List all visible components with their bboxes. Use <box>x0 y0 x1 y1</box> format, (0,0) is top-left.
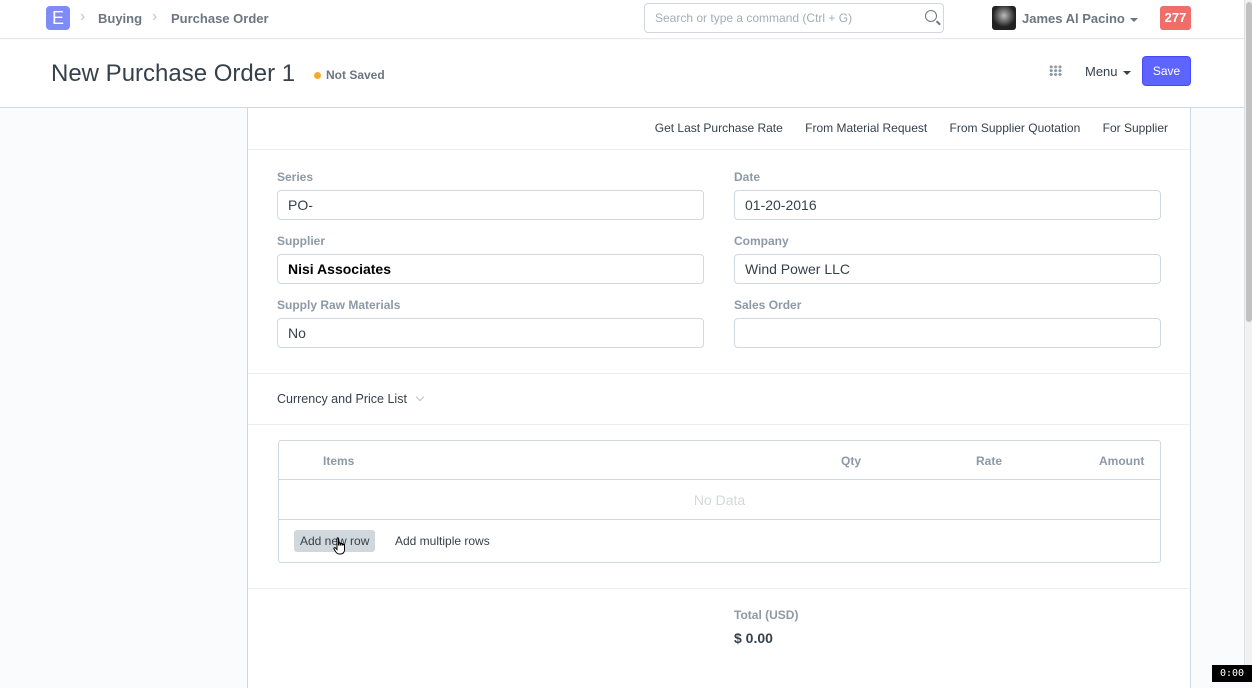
divider <box>248 373 1190 374</box>
caret-down-icon <box>1129 17 1138 22</box>
breadcrumb-purchase-order[interactable]: Purchase Order <box>171 11 269 26</box>
scrollbar-thumb[interactable] <box>1246 2 1252 322</box>
form-card: Get Last Purchase Rate From Material Req… <box>247 108 1191 688</box>
add-multiple-rows-button[interactable]: Add multiple rows <box>395 534 490 548</box>
sales-order-field[interactable] <box>734 318 1161 348</box>
chevron-down-icon <box>415 392 425 402</box>
scrollbar[interactable] <box>1244 0 1252 682</box>
column-items: Items <box>323 454 355 468</box>
column-amount: Amount <box>1099 454 1145 468</box>
menu-label: Menu <box>1085 64 1118 79</box>
menu-dropdown[interactable]: Menu <box>1085 64 1131 79</box>
supply-raw-materials-label: Supply Raw Materials <box>277 298 401 312</box>
series-field[interactable]: PO- <box>277 190 704 220</box>
save-button[interactable]: Save <box>1142 56 1191 86</box>
get-last-purchase-rate-button[interactable]: Get Last Purchase Rate <box>654 121 783 135</box>
search-input[interactable]: Search or type a command (Ctrl + G) <box>644 3 944 33</box>
company-label: Company <box>734 234 789 248</box>
search-placeholder: Search or type a command (Ctrl + G) <box>655 11 853 25</box>
supply-raw-materials-select[interactable]: No <box>277 318 704 348</box>
navbar: E › Buying › Purchase Order Search or ty… <box>0 0 1244 39</box>
sales-order-label: Sales Order <box>734 298 802 312</box>
add-new-row-button[interactable]: Add new row <box>294 530 376 552</box>
breadcrumb-buying[interactable]: Buying <box>98 11 143 26</box>
page-header: New Purchase Order 1 Not Saved Menu Save <box>0 40 1244 108</box>
app-logo[interactable]: E <box>46 6 70 30</box>
hand-cursor-icon <box>333 537 345 555</box>
divider <box>248 588 1190 589</box>
status-text: Not Saved <box>326 68 385 82</box>
currency-section-label: Currency and Price List <box>277 392 407 406</box>
caret-down-icon <box>1122 70 1131 75</box>
items-table: Items Qty Rate Amount No Data Add new ro… <box>278 440 1161 563</box>
chevron-right-icon: › <box>80 8 86 25</box>
column-qty: Qty <box>841 454 862 468</box>
date-field[interactable]: 01-20-2016 <box>734 190 1161 220</box>
status-dot <box>314 72 321 79</box>
series-label: Series <box>277 170 314 184</box>
for-supplier-button[interactable]: For Supplier <box>1102 121 1168 135</box>
grid-icon[interactable] <box>1049 65 1062 76</box>
currency-section-toggle[interactable]: Currency and Price List <box>277 392 425 406</box>
supplier-label: Supplier <box>277 234 326 248</box>
page-title: New Purchase Order 1 <box>51 60 296 87</box>
total-label: Total (USD) <box>734 608 799 622</box>
column-rate: Rate <box>976 454 1003 468</box>
avatar[interactable] <box>992 6 1016 30</box>
chevron-right-icon: › <box>152 8 158 25</box>
from-material-request-button[interactable]: From Material Request <box>805 121 928 135</box>
user-name: James Al Pacino <box>1022 11 1125 26</box>
supplier-field[interactable]: Nisi Associates <box>277 254 704 284</box>
user-menu[interactable]: James Al Pacino <box>1022 11 1138 26</box>
search-icon <box>925 10 937 22</box>
from-supplier-quotation-button[interactable]: From Supplier Quotation <box>949 121 1081 135</box>
total-value: $ 0.00 <box>734 630 773 646</box>
form-actions: Get Last Purchase Rate From Material Req… <box>248 108 1190 150</box>
divider <box>248 424 1190 425</box>
no-data-message: No Data <box>279 479 1160 520</box>
status-indicator: Not Saved <box>314 68 385 82</box>
notifications-badge[interactable]: 277 <box>1160 6 1191 30</box>
timer: 0:00 <box>1212 665 1252 682</box>
date-label: Date <box>734 170 761 184</box>
company-field[interactable]: Wind Power LLC <box>734 254 1161 284</box>
